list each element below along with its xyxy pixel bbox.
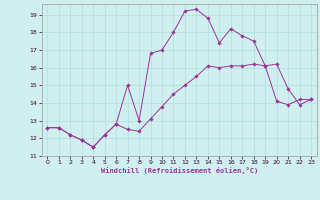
X-axis label: Windchill (Refroidissement éolien,°C): Windchill (Refroidissement éolien,°C) <box>100 167 258 174</box>
